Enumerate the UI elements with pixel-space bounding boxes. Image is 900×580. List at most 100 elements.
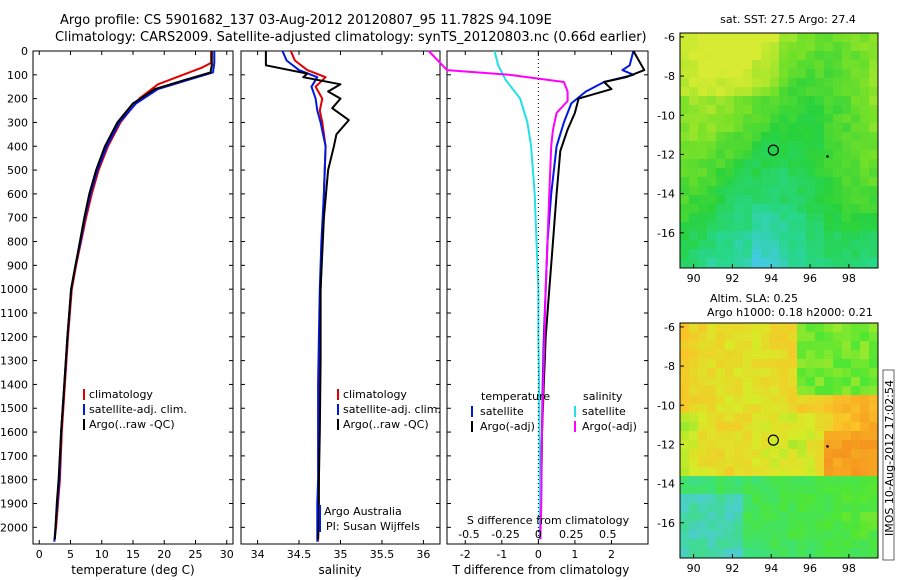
sst-map-cell (743, 177, 753, 187)
sla-map-cell (734, 332, 744, 342)
sla-map-cell (734, 512, 744, 522)
sla-map-cell (851, 476, 861, 486)
sst-map-cell (797, 186, 807, 196)
sst-map-cell (761, 177, 771, 187)
sst-map-cell (707, 87, 717, 97)
sst-map-cell (860, 213, 870, 223)
sst-map-cell (824, 69, 834, 79)
sla-map-cell (770, 404, 780, 414)
sla-map-cell (734, 395, 744, 405)
sst-map-cell (770, 132, 780, 142)
sla-map-cell (725, 494, 735, 504)
sla-map-cell (806, 323, 816, 333)
sla-map-cell (815, 440, 825, 450)
sla-map-cell (833, 467, 843, 477)
sla-map-cell (743, 404, 753, 414)
sst-map-cell (833, 33, 843, 43)
temperature-ytick-label: 300 (7, 116, 28, 129)
sst-map-cell (833, 132, 843, 142)
sst-map-cell (788, 240, 798, 250)
sst-map-cell (761, 60, 771, 70)
sla-map-cell (707, 323, 717, 333)
sst-map-cell (851, 87, 861, 97)
sst-map-cell (716, 42, 726, 52)
sla-map-cell (707, 440, 717, 450)
sla-map-cell (680, 323, 690, 333)
sla-map-cell (761, 494, 771, 504)
sla-map-cell (752, 458, 762, 468)
sla-map-cell (833, 485, 843, 495)
sla-map-cell (770, 395, 780, 405)
sst-map-cell (788, 186, 798, 196)
sla-map-cell (707, 422, 717, 432)
sla-map-cell (761, 521, 771, 531)
sla-map-cell (851, 512, 861, 522)
sst-map-cell (806, 258, 816, 268)
sla-map-cell (860, 386, 870, 396)
sla-map-cell (689, 476, 699, 486)
sst-map-cell (788, 195, 798, 205)
sla-map-cell (815, 368, 825, 378)
sst-map-cell (824, 222, 834, 232)
sst-map-cell (761, 222, 771, 232)
sla-map-cell (788, 332, 798, 342)
temperature-ytick-label: 1900 (0, 498, 28, 511)
salinity-legend-entry: satellite-adj. clim. (343, 403, 441, 416)
temperature-legend-entry: Argo(..raw -QC) (89, 418, 175, 431)
sla-map-cell (842, 386, 852, 396)
sst-map-ytick-label: -12 (657, 148, 675, 161)
sst-map-cell (707, 150, 717, 160)
sla-map-cell (779, 458, 789, 468)
temperature-line-argo-raw-qc- (53, 51, 213, 540)
sla-map-cell (797, 422, 807, 432)
sla-map-cell (716, 530, 726, 540)
sla-map-cell (851, 440, 861, 450)
salinity-xtick-label: 34 (251, 548, 265, 561)
sla-map-cell (698, 494, 708, 504)
sla-map-cell (698, 395, 708, 405)
sst-map-cell (707, 240, 717, 250)
sla-map-cell (707, 512, 717, 522)
temperature-xtick-label: 0 (36, 548, 43, 561)
sst-map-cell (680, 105, 690, 115)
temperature-xtick-label: 25 (189, 548, 203, 561)
sla-map-cell (824, 458, 834, 468)
sla-map-cell (788, 431, 798, 441)
sla-map-cell (716, 476, 726, 486)
sla-map-cell (779, 449, 789, 459)
sst-map-cell (842, 114, 852, 124)
sla-map-cell (680, 458, 690, 468)
sst-map-cell (716, 231, 726, 241)
sst-map-cell (743, 168, 753, 178)
sla-map-cell (788, 494, 798, 504)
sla-map-cell (752, 476, 762, 486)
sla-map-cell (716, 467, 726, 477)
sst-map-cell (680, 132, 690, 142)
sst-map-cell (869, 204, 879, 214)
sst-map-cell (689, 51, 699, 61)
sst-map-cell (770, 240, 780, 250)
sla-map-cell (797, 503, 807, 513)
sst-map-cell (824, 60, 834, 70)
sst-map-cell (833, 258, 843, 268)
sla-map-cell (725, 476, 735, 486)
sla-map-cell (707, 458, 717, 468)
sla-map-cell (761, 476, 771, 486)
sla-map-cell (761, 449, 771, 459)
sla-map-cell (761, 413, 771, 423)
sla-map-cell (824, 449, 834, 459)
sst-map-cell (842, 141, 852, 151)
sst-map-cell (788, 249, 798, 259)
sla-map-cell (779, 377, 789, 387)
sst-map-cell (851, 105, 861, 115)
sst-map-cell (824, 123, 834, 133)
sla-map-cell (851, 539, 861, 549)
sst-map-cell (689, 231, 699, 241)
sst-map-cell (788, 87, 798, 97)
sst-map-cell (815, 204, 825, 214)
difference-legend-entry: Argo(-adj) (480, 420, 535, 433)
sst-map-cell (707, 42, 717, 52)
sla-map-cell (869, 413, 879, 423)
sla-map-cell (797, 521, 807, 531)
sst-map-cell (815, 240, 825, 250)
